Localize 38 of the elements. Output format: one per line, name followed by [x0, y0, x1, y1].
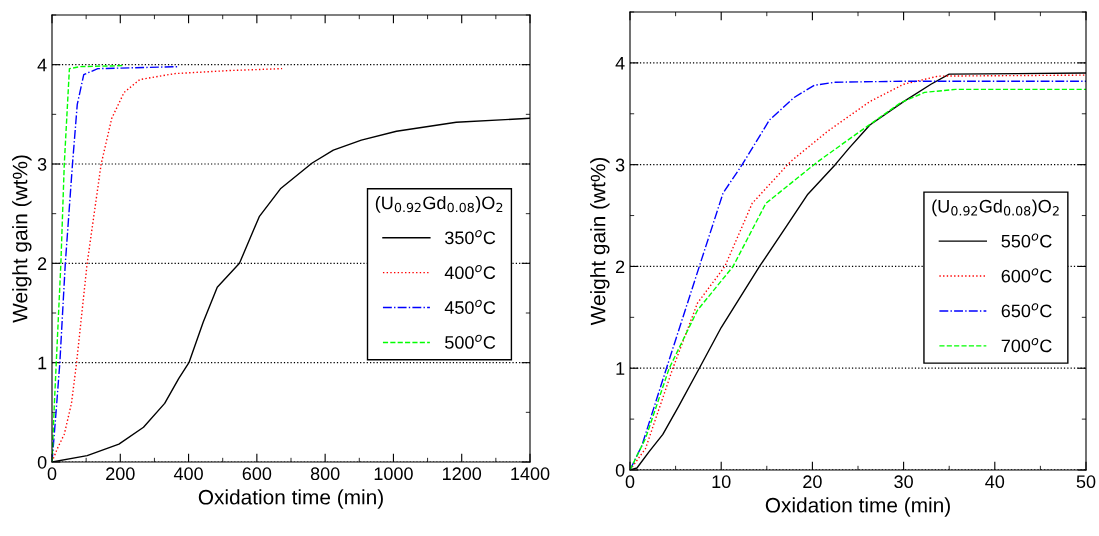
y-tick-label: 3	[615, 158, 625, 172]
line-series	[52, 67, 283, 462]
legend-title: (U$_{0.92}$Gd$_{0.08}$)O$_{2}$	[932, 199, 1059, 217]
y-tick-label: 1	[38, 356, 47, 370]
legend-label: 550$^{o}$C	[1001, 233, 1052, 248]
x-tick-label: 1200	[443, 467, 482, 481]
x-axis-title: Oxidation time (min)	[198, 489, 383, 509]
y-tick-label: 2	[616, 260, 625, 273]
x-tick-label: 800	[310, 467, 340, 481]
x-tick-label: 40	[985, 475, 1005, 489]
legend-label: 650$^{o}$C	[1001, 303, 1052, 318]
x-axis-title: Oxidation time (min)	[765, 497, 950, 517]
legend-label: 350$^{o}$C	[445, 230, 496, 245]
legend-label: 450$^{o}$C	[444, 299, 496, 314]
legend-label: 700$^{o}$C	[1001, 338, 1052, 353]
x-tick-label: 20	[803, 475, 822, 489]
x-tick-label: 1000	[374, 467, 413, 481]
x-tick-label: 0	[47, 467, 57, 481]
legend-label: 600$^{o}$C	[1001, 268, 1052, 283]
x-tick-label: 10	[712, 475, 731, 489]
legend-title: (U$_{0.92}$Gd$_{0.08}$)O$_{2}$	[375, 196, 503, 213]
x-tick-label: 600	[242, 467, 272, 481]
x-tick-label: 200	[106, 467, 135, 481]
x-tick-label: 30	[894, 475, 913, 489]
y-axis-title: Weight gain (wt%)	[12, 155, 32, 323]
x-tick-label: 1400	[511, 467, 550, 481]
x-tick-label: 400	[173, 467, 203, 481]
y-tick-label: 3	[37, 157, 47, 171]
x-tick-label: 50	[1076, 475, 1096, 489]
legend-label: 400$^{o}$C	[444, 264, 496, 280]
y-tick-label: 0	[37, 455, 47, 469]
y-tick-label: 1	[616, 362, 625, 375]
y-axis-title: Weight gain (wt%)	[590, 157, 610, 326]
x-tick-label: 0	[625, 475, 635, 489]
legend-label: 500$^{o}$C	[445, 334, 496, 349]
y-tick-label: 2	[38, 257, 47, 270]
y-tick-label: 4	[37, 58, 47, 72]
y-tick-label: 4	[615, 57, 625, 70]
